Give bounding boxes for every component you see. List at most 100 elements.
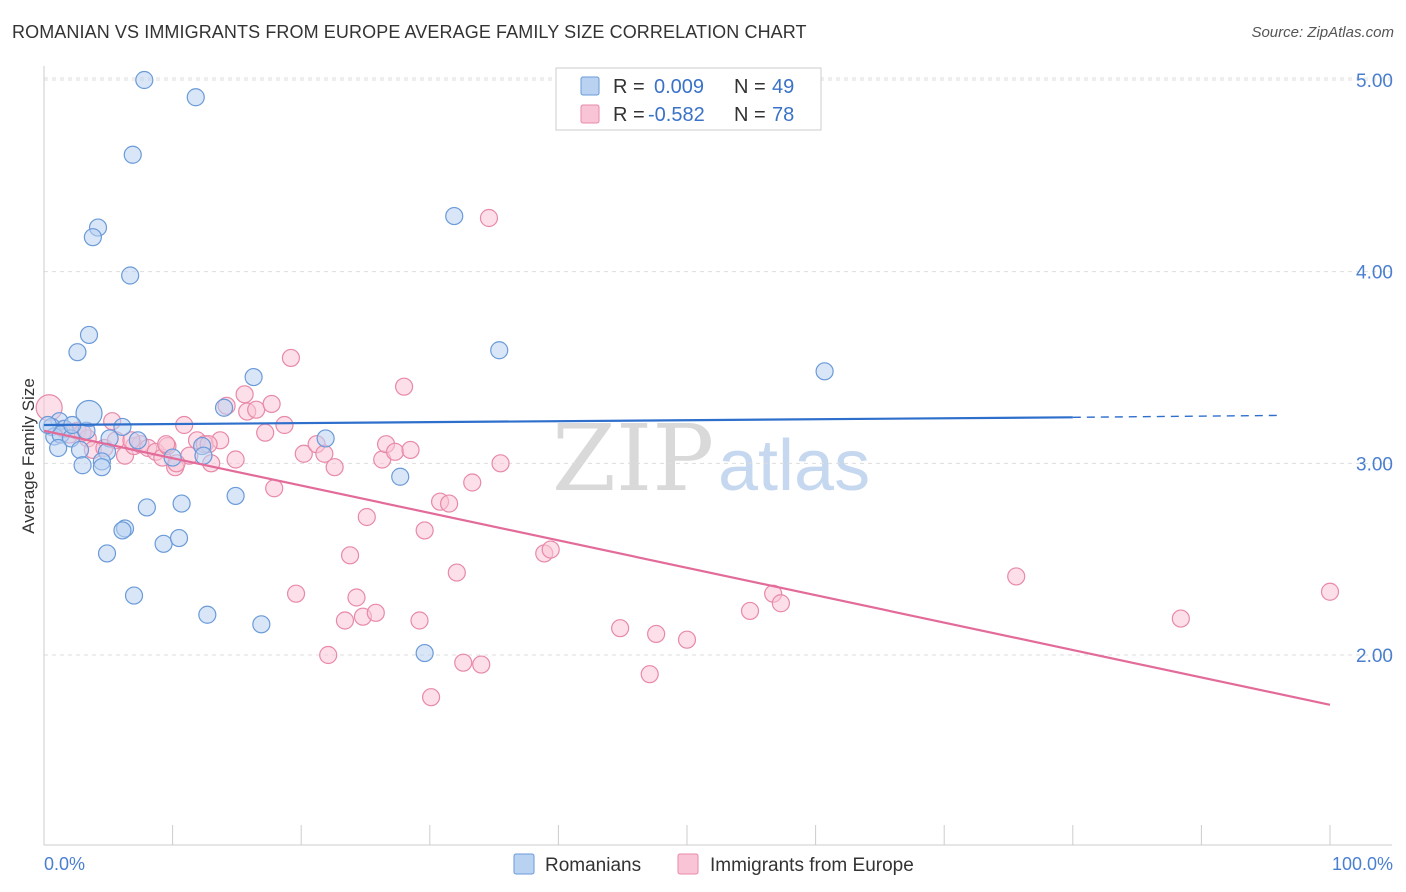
immigrant-point-51	[415, 521, 434, 540]
legend-n-value-romanians: 49	[772, 76, 794, 98]
immigrant-point-44	[366, 603, 385, 622]
immigrant-point-62	[541, 540, 560, 559]
romanian-point-11	[244, 367, 263, 387]
romanian-point-37	[137, 498, 156, 517]
romanian-point-42	[97, 544, 117, 563]
romanian-point-36	[172, 494, 191, 513]
romanian-point-28	[70, 440, 90, 460]
series-legend-label-romanians: Romanians	[545, 855, 641, 876]
romanian-point-2	[123, 145, 142, 164]
y-axis-tick-labels: 2.00 3.00 4.00 5.00	[1356, 71, 1393, 667]
romanian-point-45	[252, 615, 271, 634]
immigrant-point-67	[740, 601, 760, 621]
grid-lines	[44, 77, 1392, 656]
immigrant-point-60	[491, 454, 510, 473]
romanian-point-21	[113, 417, 132, 437]
immigrant-point-32	[281, 348, 301, 368]
romanian-point-24	[49, 438, 68, 458]
immigrant-point-41	[347, 588, 366, 607]
romanian-point-43	[124, 586, 144, 605]
romanian-point-0	[135, 70, 154, 90]
legend-r-value-immigrants: -0.582	[648, 104, 705, 126]
immigrant-point-70	[1007, 567, 1026, 586]
y-tick-label-0: 2.00	[1356, 646, 1393, 667]
series-legend-swatch-romanians	[513, 853, 535, 875]
y-tick-label-2: 4.00	[1356, 263, 1393, 284]
immigrant-point-56	[454, 653, 473, 672]
romanian-point-5	[121, 266, 140, 285]
romanian-point-32	[92, 458, 111, 477]
series-legend-label-immigrants: Immigrants from Europe	[710, 855, 914, 876]
romanian-point-35	[226, 486, 245, 506]
immigrant-point-57	[463, 473, 482, 492]
immigrant-point-72	[1320, 582, 1340, 601]
romanian-point-39	[113, 521, 132, 540]
legend-n-value-immigrants: 78	[772, 104, 794, 126]
immigrant-point-65	[647, 624, 666, 644]
y-axis-label: Average Family Size	[19, 378, 38, 534]
immigrant-point-54	[439, 494, 459, 513]
x-tick-label-start: 0.0%	[44, 854, 85, 874]
watermark-zip: ZIP	[552, 405, 714, 512]
immigrant-point-24	[226, 450, 245, 469]
data-points	[35, 70, 1340, 707]
romanian-point-46	[415, 643, 434, 663]
immigrant-point-25	[235, 385, 254, 404]
romanian-point-4	[83, 228, 102, 247]
x-axis-tick-marks	[43, 825, 1331, 845]
y-tick-label-1: 3.00	[1356, 454, 1393, 475]
romanian-point-6	[445, 206, 464, 226]
immigrant-point-69	[771, 594, 790, 613]
y-tick-label-3: 5.00	[1356, 71, 1393, 92]
chart-source: Source: ZipAtlas.com	[1251, 24, 1394, 41]
romanian-point-12	[214, 398, 234, 417]
romanians-trend-extension	[1072, 414, 1279, 419]
romanian-point-29	[316, 429, 335, 448]
romanian-point-9	[490, 341, 509, 360]
immigrant-point-33	[286, 584, 306, 603]
x-tick-label-end: 100.0%	[1332, 854, 1393, 874]
immigrant-point-52	[421, 688, 441, 707]
romanian-point-33	[391, 467, 410, 486]
immigrant-point-30	[265, 479, 284, 498]
series-legend: Romanians Immigrants from Europe	[513, 853, 914, 876]
romanian-point-1	[186, 88, 205, 107]
legend-frame	[555, 67, 822, 131]
legend-n-label-romanians: N =	[734, 76, 766, 98]
romanian-point-8	[68, 343, 87, 362]
immigrant-point-59	[479, 208, 499, 228]
immigrant-point-42	[357, 507, 376, 527]
immigrant-point-38	[325, 458, 344, 477]
immigrant-point-28	[256, 423, 275, 442]
trend-lines	[43, 414, 1331, 706]
romanian-point-34	[73, 456, 92, 475]
legend-r-value-romanians: 0.009	[654, 76, 704, 98]
romanian-point-47	[75, 399, 103, 428]
immigrant-point-66	[677, 630, 697, 649]
watermark-atlas: atlas	[718, 426, 870, 506]
immigrant-point-58	[472, 655, 491, 674]
immigrant-point-47	[385, 442, 405, 461]
romanian-point-41	[169, 528, 189, 548]
legend-n-label-immigrants: N =	[734, 104, 766, 126]
immigrant-point-40	[340, 546, 360, 565]
immigrant-point-63	[611, 619, 630, 638]
immigrant-point-29	[262, 394, 281, 414]
immigrant-point-49	[401, 440, 420, 460]
chart-title: ROMANIAN VS IMMIGRANTS FROM EUROPE AVERA…	[12, 22, 807, 42]
immigrant-point-27	[247, 400, 266, 419]
immigrant-point-48	[394, 377, 414, 396]
romanian-point-31	[194, 446, 213, 465]
immigrant-point-55	[447, 563, 466, 582]
immigrant-point-39	[335, 611, 355, 630]
series-legend-swatch-immigrants	[677, 853, 699, 875]
romanian-point-44	[198, 605, 217, 624]
immigrant-point-31	[275, 415, 294, 435]
romanian-point-7	[79, 325, 99, 345]
immigrant-point-64	[640, 665, 659, 684]
romanian-point-22	[128, 431, 147, 450]
legend-r-label-romanians: R =	[613, 76, 645, 98]
immigrants-trend-line	[43, 429, 1331, 706]
romanian-point-10	[815, 362, 834, 381]
